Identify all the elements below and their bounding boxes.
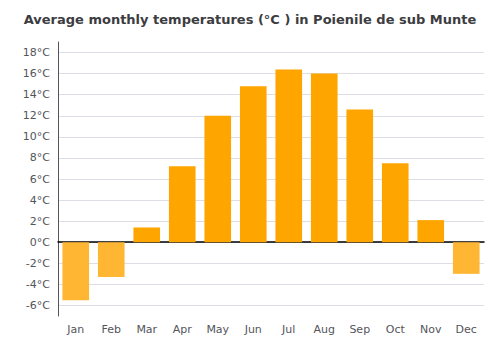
svg-text:Jun: Jun <box>244 323 262 336</box>
svg-text:Nov: Nov <box>420 323 442 336</box>
svg-text:Jul: Jul <box>281 323 295 336</box>
svg-text:8°C: 8°C <box>30 151 50 164</box>
svg-text:Oct: Oct <box>386 323 406 336</box>
svg-text:16°C: 16°C <box>23 67 50 80</box>
svg-text:Sep: Sep <box>349 323 370 336</box>
svg-text:Apr: Apr <box>173 323 193 336</box>
svg-text:Feb: Feb <box>102 323 121 336</box>
svg-text:6°C: 6°C <box>30 173 50 186</box>
svg-text:May: May <box>206 323 229 336</box>
svg-text:Mar: Mar <box>136 323 157 336</box>
svg-text:Jan: Jan <box>66 323 84 336</box>
svg-text:0°C: 0°C <box>30 236 50 249</box>
svg-text:14°C: 14°C <box>23 88 50 101</box>
svg-text:Average monthly temperatures (: Average monthly temperatures (°C ) in Po… <box>24 12 477 27</box>
svg-text:4°C: 4°C <box>30 194 50 207</box>
svg-text:2°C: 2°C <box>30 215 50 228</box>
svg-text:10°C: 10°C <box>23 130 50 143</box>
svg-text:Aug: Aug <box>314 323 335 336</box>
svg-text:-2°C: -2°C <box>26 257 50 270</box>
svg-text:-6°C: -6°C <box>26 299 50 312</box>
svg-text:12°C: 12°C <box>23 109 50 122</box>
svg-text:18°C: 18°C <box>23 46 50 59</box>
svg-text:Dec: Dec <box>456 323 477 336</box>
svg-text:-4°C: -4°C <box>26 278 50 291</box>
